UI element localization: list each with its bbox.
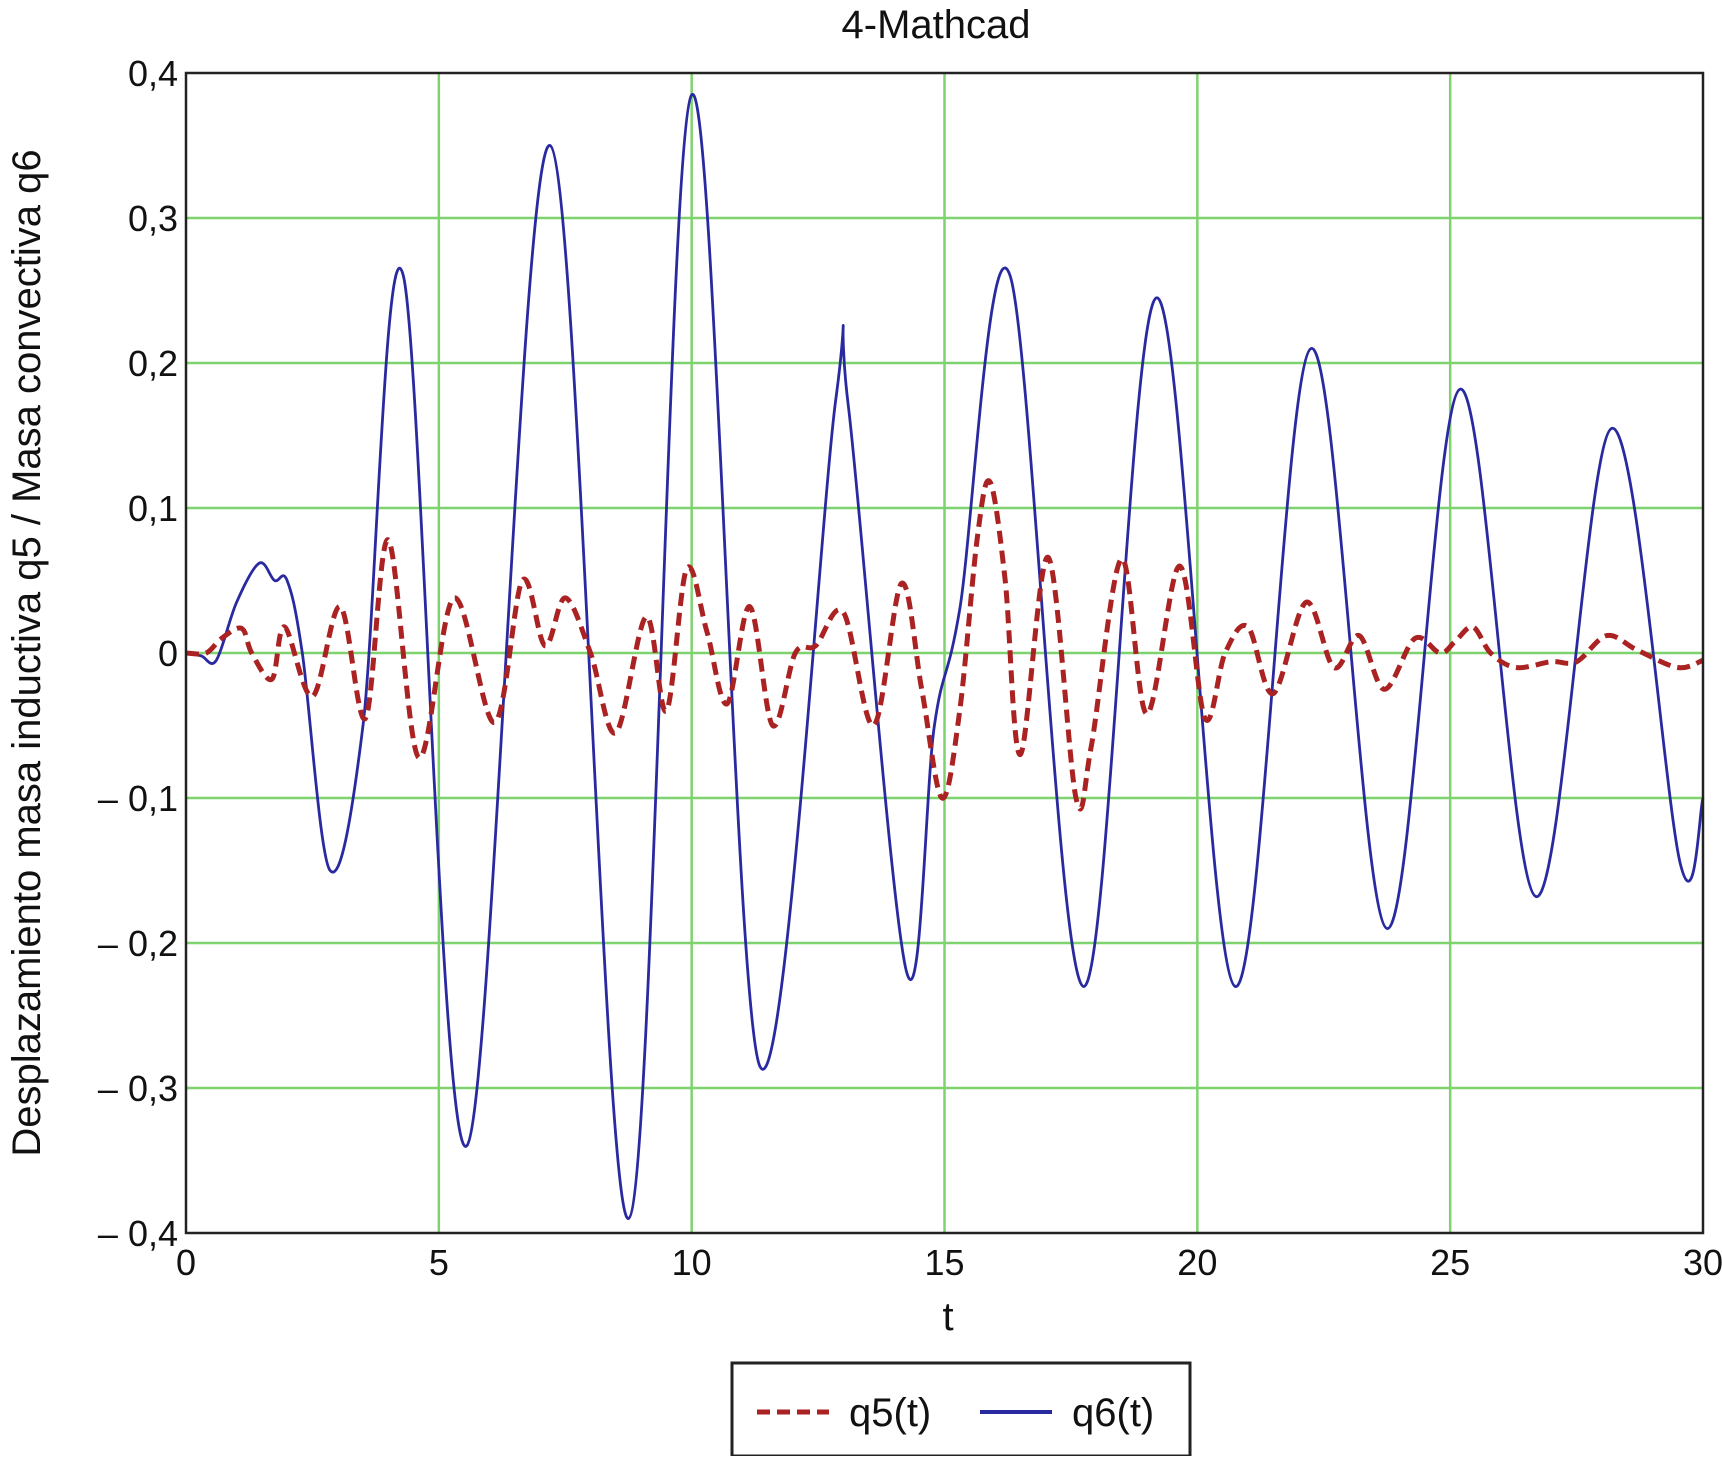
y-tick-label: – 0,2 (98, 923, 178, 964)
y-axis-title: Desplazamiento masa inductiva q5 / Masa … (5, 149, 49, 1156)
chart-title: 4-Mathcad (842, 3, 1031, 47)
legend: q5(t) q6(t) (730, 1361, 1192, 1458)
x-tick-label: 10 (672, 1242, 712, 1283)
x-tick-label: 0 (176, 1242, 196, 1283)
x-tick-label: 20 (1177, 1242, 1217, 1283)
y-tick-label: 0,1 (128, 488, 178, 529)
x-axis-title: t (942, 1295, 953, 1339)
plot-frame (184, 71, 1705, 1235)
legend-label: q5(t) (849, 1391, 931, 1435)
x-tick-label: 15 (924, 1242, 964, 1283)
y-tick-label: 0,4 (128, 53, 178, 94)
y-tick-label: – 0,1 (98, 778, 178, 819)
x-tick-label: 30 (1683, 1242, 1722, 1283)
y-tick-label: 0,2 (128, 343, 178, 384)
tick-labels: 0 5 10 15 20 25 30 0,4 0,3 0,2 0,1 0 – 0,1 – 0,2 – 0,3… (98, 53, 1722, 1283)
y-tick-label: – 0,4 (98, 1213, 178, 1254)
y-tick-label: 0 (158, 633, 178, 674)
x-tick-label: 25 (1430, 1242, 1470, 1283)
x-tick-label: 5 (429, 1242, 449, 1283)
series-line-q5t (185, 478, 1704, 812)
series-line-q6t (185, 93, 1705, 1220)
y-tick-label: 0,3 (128, 198, 178, 239)
y-tick-label: – 0,3 (98, 1068, 178, 1109)
legend-label: q6(t) (1072, 1391, 1154, 1435)
series-layer (185, 93, 1705, 1220)
